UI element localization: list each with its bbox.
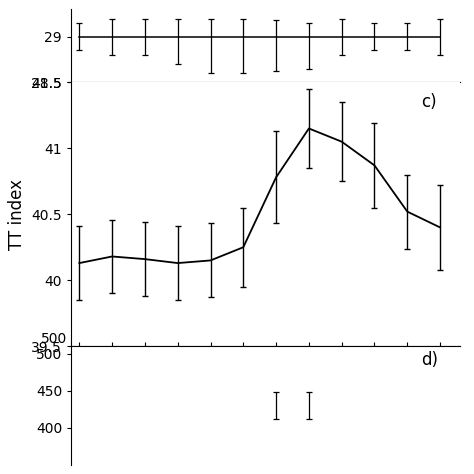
Text: d): d) [421,351,438,369]
Text: c): c) [421,93,437,111]
Y-axis label: TT index: TT index [8,179,26,250]
Text: 500: 500 [41,332,67,346]
